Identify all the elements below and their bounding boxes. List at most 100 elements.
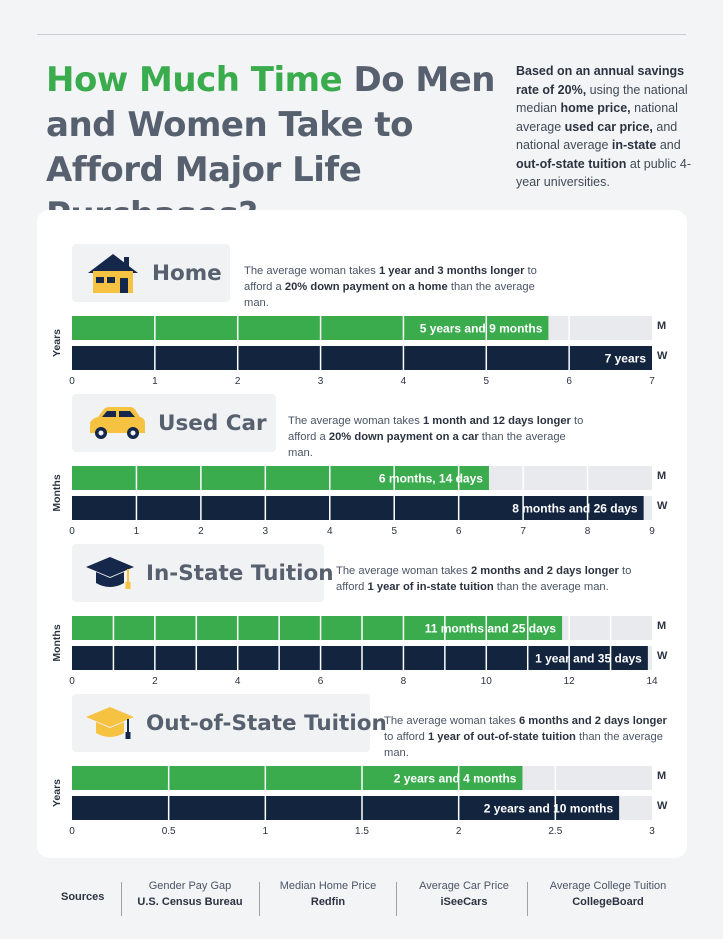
- tick-label: 12: [564, 676, 576, 687]
- desc-bold: 20% down payment on a car: [328, 431, 479, 443]
- section-header: Home: [72, 244, 230, 302]
- bar-m: [72, 466, 489, 490]
- intro-bold: in-state: [611, 138, 657, 152]
- tick-label: 4: [401, 376, 407, 387]
- bar-chart-out-of-state-tuition: 2 years and 4 months 2 years and 10 month…: [51, 766, 655, 837]
- desc-text: to afford a: [244, 265, 537, 293]
- tick-label: 14: [646, 676, 658, 687]
- desc-bold: 20% down payment on a home: [284, 281, 448, 293]
- desc-text: than the average man.: [244, 281, 535, 309]
- tick-label: 2: [198, 526, 204, 537]
- desc-bold: 1 year and 3 months longer: [378, 265, 525, 277]
- house-icon: [88, 254, 138, 293]
- tick-label: 1.5: [355, 826, 369, 837]
- data-label: 11 months and 25 days: [425, 622, 557, 636]
- desc-text: The average woman takes: [336, 565, 471, 577]
- sources-label: Sources: [61, 891, 105, 903]
- source-topic: Average Car Price: [419, 880, 509, 892]
- tick-label: 10: [481, 676, 493, 687]
- series-tag-m: M: [657, 620, 667, 632]
- graduation-cap-icon: [86, 707, 134, 739]
- intro-bold: home price,: [560, 101, 631, 115]
- series-tag-w: W: [657, 350, 668, 362]
- tick-label: 4: [235, 676, 241, 687]
- tick-label: 1: [134, 526, 140, 537]
- series-tag-w: W: [657, 500, 668, 512]
- top-divider: [37, 34, 686, 35]
- tick-label: 7: [520, 526, 526, 537]
- tick-label: 7: [649, 376, 655, 387]
- section-title: Used Car: [158, 410, 267, 436]
- tick-label: 5: [391, 526, 397, 537]
- tick-label: 6: [318, 676, 324, 687]
- divider: [396, 882, 397, 916]
- tick-label: 5: [484, 376, 490, 387]
- section-in-state-tuition: In-State Tuition The average woman takes…: [37, 544, 687, 694]
- section-title: Out-of-State Tuition: [146, 710, 387, 736]
- bar-chart-in-state-tuition: 11 months and 25 days 1 year and 35 days 0…: [51, 616, 658, 687]
- divider: [121, 882, 122, 916]
- graduation-cap-icon: [86, 557, 134, 589]
- data-label: 1 year and 35 days: [535, 652, 642, 666]
- tick-label: 0: [69, 826, 75, 837]
- data-label: 5 years and 9 months: [420, 322, 543, 336]
- tick-label: 2: [456, 826, 462, 837]
- desc-text: The average woman takes: [244, 265, 379, 277]
- chart-svg: 6 months, 14 days 8 months and 26 days 0 1 2…: [51, 466, 655, 537]
- section-description: The average woman takes 1 year and 3 mon…: [244, 263, 554, 311]
- source-item: Average Car Price iSeeCars: [403, 878, 525, 910]
- intro-text: at public 4-year universities.: [516, 156, 692, 190]
- y-axis-label: Months: [51, 624, 63, 661]
- bar-w: [72, 346, 652, 370]
- section-header: Out-of-State Tuition: [72, 694, 387, 752]
- section-description: The average woman takes 2 months and 2 d…: [336, 563, 636, 595]
- series-tag-m: M: [657, 470, 667, 482]
- source-topic: Gender Pay Gap: [148, 880, 232, 892]
- tick-label: 0: [69, 676, 75, 687]
- data-label: 2 years and 10 months: [484, 802, 614, 816]
- source-item: Median Home Price Redfin: [267, 878, 389, 910]
- y-axis-label: Years: [51, 329, 63, 357]
- tick-label: 2.5: [548, 826, 562, 837]
- chart-svg: 11 months and 25 days 1 year and 35 days 0…: [51, 616, 658, 687]
- source-name: iSeeCars: [440, 896, 488, 908]
- tick-label: 8: [585, 526, 591, 537]
- tick-label: 3: [318, 376, 324, 387]
- intro-bold: Based on an annual savings rate of 20%,: [516, 64, 685, 97]
- bar-chart-used-car: 6 months, 14 days 8 months and 26 days 0 1 2…: [51, 466, 655, 537]
- intro-note: Based on an annual savings rate of 20%, …: [516, 62, 691, 192]
- desc-text: to afford: [384, 731, 428, 743]
- chart-svg: 5 years and 9 months 7 years 0 1 2 3 4 5 6 7 Years: [51, 316, 655, 387]
- y-axis-label: Years: [51, 779, 63, 807]
- desc-text: to afford: [336, 565, 632, 593]
- bar-m: [72, 316, 549, 340]
- bar-m: [72, 616, 563, 640]
- data-label: 7 years: [605, 352, 647, 366]
- tick-label: 6: [456, 526, 462, 537]
- section-header: Used Car: [72, 394, 276, 452]
- section-used-car: Used Car The average woman takes 1 month…: [37, 394, 687, 544]
- tick-label: 0: [69, 376, 75, 387]
- data-label: 8 months and 26 days: [512, 502, 638, 516]
- divider: [259, 882, 260, 916]
- section-description: The average woman takes 6 months and 2 d…: [384, 713, 674, 761]
- desc-bold: 1 year of in-state tuition: [367, 581, 494, 593]
- tick-label: 3: [649, 826, 655, 837]
- series-tag-m: M: [657, 770, 667, 782]
- desc-text: than the average man.: [384, 731, 663, 759]
- bar-w: [72, 646, 648, 670]
- car-icon: [90, 407, 145, 439]
- tick-label: 2: [235, 376, 241, 387]
- tick-label: 2: [152, 676, 158, 687]
- desc-bold: 6 months and 2 days longer: [518, 715, 667, 727]
- intro-bold: out-of-state tuition: [516, 156, 627, 171]
- intro-text: using the national median: [516, 82, 688, 116]
- tick-label: 4: [327, 526, 333, 537]
- source-item: Average College Tuition CollegeBoard: [533, 878, 683, 910]
- tick-label: 9: [649, 526, 655, 537]
- tick-label: 0: [69, 526, 75, 537]
- title-highlight: How Much Time: [46, 60, 343, 100]
- section-description: The average woman takes 1 month and 12 d…: [288, 413, 588, 461]
- tick-label: 0.5: [162, 826, 176, 837]
- source-name: U.S. Census Bureau: [137, 896, 243, 908]
